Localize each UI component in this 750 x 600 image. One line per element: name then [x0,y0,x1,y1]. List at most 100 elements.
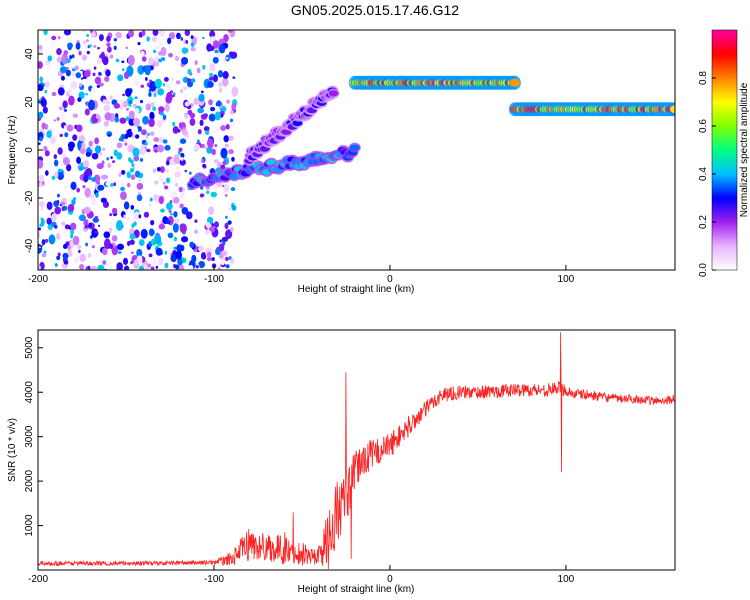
spectrogram-noise-cell [85,101,88,105]
spectrogram-noise-cell [107,46,112,53]
spectrogram-noise-cell [118,137,123,142]
spectrogram-noise-cell [181,47,189,54]
colorbar-tick-label: 0.8 [698,71,709,85]
spectrogram-noise-cell [191,254,197,263]
spectrogram-noise-cell [62,100,68,109]
spectrogram-noise-cell [231,205,237,211]
spectrogram-noise-cell [72,197,77,201]
spectrogram-noise-cell [73,256,80,264]
spectrogram-noise-cell [162,83,166,87]
spectrogram-noise-cell [158,176,165,182]
spectrogram-ridge-cell [328,90,339,97]
spectrogram-noise-cell [66,163,72,172]
spectrogram-x-tick-label: 100 [558,274,575,285]
spectrogram-noise-cell [199,119,204,126]
spectrogram-noise-cell [102,99,107,105]
colorbar-ticks: 0.0 0.2 0.4 0.6 0.8 [698,71,716,277]
spectrogram-noise-cell [95,192,99,198]
spectrogram-noise-cell [156,166,161,172]
spectrogram-noise-cell [102,147,106,151]
spectrogram-noise-cell [225,264,230,269]
spectrogram-noise-cell [224,222,229,230]
spectrogram-noise-cell [128,99,133,105]
spectrogram-noise-cell [223,135,229,143]
spectrogram-noise-cell [221,250,228,256]
spectrogram-noise-cell [212,40,220,49]
spectrogram-noise-cell [156,144,165,153]
spectrogram-noise-cell [159,166,165,173]
spectrogram-noise-cell [82,40,87,45]
spectrogram-noise-cell [188,264,194,270]
spectrogram-noise-cell [180,152,185,159]
spectrogram-noise-cell [84,108,90,116]
spectrogram-noise-cell [115,58,120,63]
spectrogram-noise-cell [62,252,69,260]
spectrogram-noise-cell [68,144,74,152]
colorbar-tick-label: 0.4 [698,167,709,181]
spectrogram-noise-cell [89,193,94,199]
spectrogram-noise-cell [173,246,177,250]
spectrogram-noise-cell [53,159,59,167]
spectrogram-noise-cell [71,68,76,72]
spectrogram-noise-cell [40,206,44,211]
spectrogram-noise-cell [164,144,171,151]
spectrogram-noise-cell [140,84,145,88]
spectrogram-noise-cell [194,60,198,66]
spectrogram-noise-cell [39,76,44,83]
spectrogram-noise-cell [93,45,97,48]
spectrogram-noise-cell [212,74,218,83]
spectrogram-x-label: Height of straight line (km) [298,284,415,295]
spectrogram-y-tick-label: 0 [24,147,35,153]
spectrogram-noise-cell [54,263,58,267]
spectrogram-noise-cell [83,219,89,227]
snr-x-label: Height of straight line (km) [298,584,415,595]
spectrogram-noise-cell [153,49,157,53]
spectrogram-noise-cell [179,159,186,166]
spectrogram-noise-cell [195,265,199,269]
snr-y-tick-label: 4000 [24,381,35,404]
spectrogram-noise-cell [208,45,215,52]
spectrogram-noise-cell [214,111,221,121]
spectrogram-noise-cell [216,100,222,107]
spectrogram-noise-cell [71,199,76,206]
spectrogram-noise-cell [143,250,149,258]
spectrogram-noise-cell [152,30,159,36]
spectrogram-noise-cell [150,257,157,265]
spectrogram-noise-cell [186,211,193,220]
spectrogram-noise-cell [126,217,131,220]
spectrogram-noise-cell [71,54,75,59]
spectrogram-noise-cell [84,94,88,99]
spectrogram-noise-cell [202,64,206,70]
spectrogram-y-ticks: -40 -20 0 20 40 [24,48,43,253]
spectrogram-noise-cell [164,250,168,255]
snr-plot-area [38,330,675,570]
spectrogram-noise-cell [78,166,84,171]
spectrogram-noise-cell [44,170,49,176]
spectrogram-noise-cell [197,139,200,144]
spectrogram-noise-cell [198,93,205,102]
colorbar-ramp [711,29,738,271]
spectrogram-noise-cell [176,166,180,171]
spectrogram-noise-cell [66,66,69,70]
spectrogram-noise-cell [178,186,183,193]
spectrogram-noise-cell [175,80,181,85]
spectrogram-noise-cell [231,86,239,97]
spectrogram-noise-cell [158,196,164,205]
spectrogram-noise-cell [78,134,85,142]
spectrogram-noise-cell [119,181,125,187]
spectrogram-noise-cell [88,140,93,147]
spectrogram-noise-cell [105,69,111,77]
spectrogram-noise-cell [63,108,66,111]
spectrogram-noise-cell [165,219,171,225]
spectrogram-noise-cell [147,132,150,137]
spectrogram-noise-cell [59,133,63,138]
spectrogram-noise-cell [56,56,62,63]
spectrogram-noise-cell [189,171,192,175]
spectrogram-noise-cell [82,184,86,189]
spectrogram-noise-cell [116,243,125,250]
spectrogram-noise-cell [38,181,43,188]
spectrogram-noise-cell [67,42,73,49]
spectrogram-noise-cell [59,66,67,74]
spectrogram-noise-cell [66,124,74,132]
spectrogram-noise-cell [159,30,165,37]
